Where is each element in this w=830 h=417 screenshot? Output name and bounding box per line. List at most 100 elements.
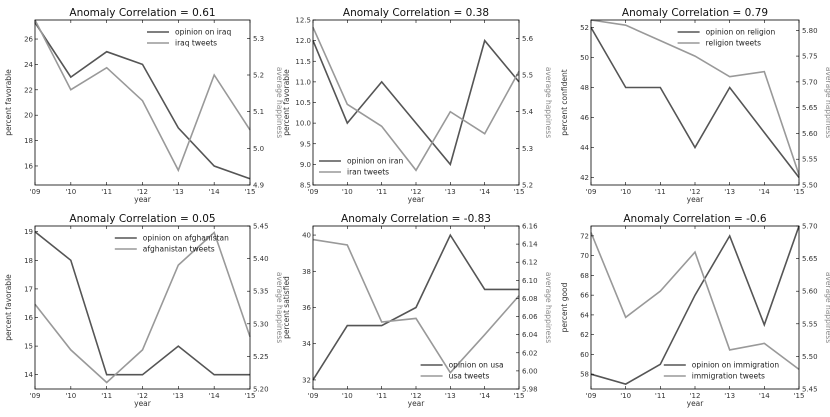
y-tick-label: 24 [24,61,33,69]
y-tick-label: 11.5 [295,58,311,66]
y2-axis-label: average happiness [824,272,830,343]
x-tick-label: '15 [794,392,805,400]
y2-tick-label: 5.50 [802,182,818,190]
chart-panel-1: Anomaly Correlation = 0.61 '09 '10 '11 '12 '1… [4,7,284,204]
y2-tick-label: 5.98 [522,386,538,394]
chart-title: Anomaly Correlation = -0.83 [341,213,491,225]
y-tick-label: 16 [24,314,33,322]
legend-label: iran tweets [347,168,389,177]
x-axis-label: year [408,399,426,408]
x-tick-label: '13 [724,392,735,400]
y2-tick-label: 5.80 [802,27,818,35]
plot-frame [590,19,800,186]
legend-label: afghanistan tweets [143,245,215,254]
series-line-opinion [590,225,800,385]
y-tick-label: 38 [302,268,311,276]
chart-title: Anomaly Correlation = -0.6 [623,213,767,225]
legend: opinion on religion religion tweets [677,28,776,48]
y2-tick-label: 5.2 [253,72,264,80]
x-tick-label: '10 [342,188,353,196]
series-line-tweets [34,231,251,384]
x-tick-label: '11 [101,188,112,196]
y-tick-label: 70 [580,252,589,260]
y2-tick-label: 6.14 [522,241,538,249]
x-tick-label: '13 [445,188,456,196]
y2-tick-label: 5.35 [253,288,269,296]
x-tick-label: '11 [101,392,112,400]
x-tick-label: '13 [445,392,456,400]
x-axis-label: year [687,399,705,408]
y2-axis-label: average happiness [824,67,830,138]
y-tick-label: 15 [24,343,33,351]
y-tick-label: 17 [24,285,33,293]
legend-label: opinion on iran [347,157,403,166]
legend-label: opinion on usa [449,361,504,370]
x-tick-label: '15 [245,188,256,196]
chart-panel-3: Anomaly Correlation = 0.79 '09 '10 '11 '12 '1… [560,7,830,204]
y2-tick-label: 5.3 [522,145,533,153]
legend: opinion on afghanistan afghanistan tweets [114,234,229,254]
legend-label: opinion on religion [706,28,776,37]
y2-tick-label: 5.45 [253,223,269,231]
y-tick-label: 19 [24,228,33,236]
x-tick-label: '10 [65,392,76,400]
x-tick-label: '11 [376,188,387,196]
y-tick-label: 32 [302,376,311,384]
y-tick-label: 8.5 [300,182,311,190]
y-tick-label: 36 [302,304,311,312]
legend-label: usa tweets [449,372,490,381]
x-tick-label: '11 [655,188,666,196]
x-tick-label: '09 [308,188,319,196]
x-tick-label: '15 [794,188,805,196]
y2-tick-label: 5.45 [802,386,818,394]
y2-tick-label: 6.06 [522,313,538,321]
series-line-tweets [590,19,800,175]
y2-tick-label: 5.70 [802,78,818,86]
y2-tick-label: 5.70 [802,223,818,231]
y2-tick-label: 6.04 [522,331,538,339]
y2-axis-label: average happiness [544,272,553,343]
y2-axis-label: average happiness [275,67,284,138]
x-tick-label: '12 [411,188,422,196]
x-axis-label: year [134,399,152,408]
y-tick-label: 11.0 [295,78,311,86]
y-tick-label: 68 [580,272,589,280]
y2-tick-label: 5.50 [802,353,818,361]
legend-label: opinion on afghanistan [143,234,229,243]
y-tick-label: 10.0 [295,120,311,128]
chart-panel-2: Anomaly Correlation = 0.38 '09 '10 '11 '12 '1… [282,7,553,204]
y-tick-label: 48 [580,84,589,92]
y2-tick-label: 6.08 [522,295,538,303]
y-tick-label: 46 [580,114,589,122]
y2-axis-label: average happiness [544,67,553,138]
legend: opinion on iran iran tweets [319,157,403,177]
x-tick-label: '10 [342,392,353,400]
y-tick-label: 20 [24,112,33,120]
y2-tick-label: 4.9 [253,182,264,190]
y-tick-label: 44 [580,144,589,152]
x-axis-label: year [408,195,426,204]
legend-label: opinion on iraq [175,28,231,37]
x-tick-label: '13 [724,188,735,196]
y-tick-label: 18 [24,257,33,265]
legend: opinion on immigration immigration tweets [663,361,779,381]
y2-tick-label: 6.10 [522,277,538,285]
y-tick-label: 18 [24,137,33,145]
y2-tick-label: 5.2 [522,182,533,190]
y-axis-label: percent favorable [4,69,13,136]
y2-tick-label: 5.25 [253,353,269,361]
y-axis-label: percent favorable [4,274,13,341]
y2-tick-label: 5.40 [253,255,269,263]
x-tick-label: '12 [137,188,148,196]
x-tick-label: '09 [30,392,41,400]
y2-tick-label: 6.16 [522,223,538,231]
chart-title: Anomaly Correlation = 0.05 [69,213,215,225]
y-tick-label: 66 [580,292,589,300]
x-tick-label: '11 [655,392,666,400]
x-tick-label: '11 [376,392,387,400]
x-tick-label: '14 [759,392,770,400]
chart-panel-6: Anomaly Correlation = -0.6 '09 '10 '11 '12 '1… [560,213,830,408]
y2-axis-label: average happiness [275,272,284,343]
x-tick-label: '09 [308,392,319,400]
